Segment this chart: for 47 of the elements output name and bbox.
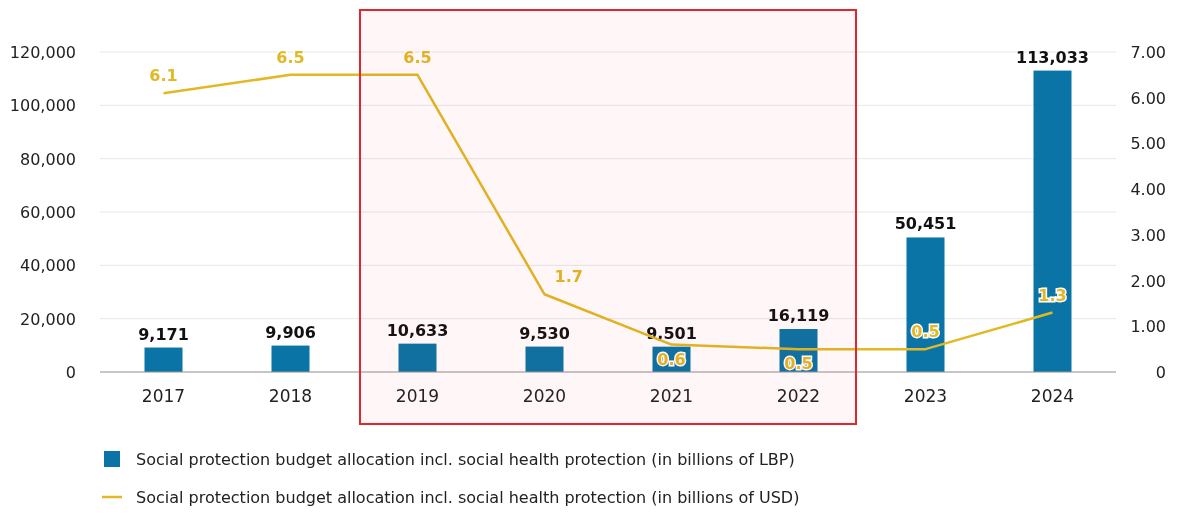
data-label: 9,530 <box>519 323 570 343</box>
y-tick-label: 80,000 <box>20 149 76 169</box>
data-label: 16,119 <box>767 306 830 326</box>
data-label: 113,033 <box>1016 47 1089 67</box>
y2-tick-label: 6.00 <box>1130 88 1166 108</box>
data-label: 10,633 <box>386 320 449 340</box>
y-tick-label: 100,000 <box>9 96 76 116</box>
y2-tick-label: 4.00 <box>1130 180 1166 200</box>
bar <box>271 345 310 372</box>
data-label: 6.5 <box>403 47 432 67</box>
y2-tick-label: 5.00 <box>1130 134 1166 154</box>
data-label: 1.7 <box>554 267 583 287</box>
y-tick-label: 0 <box>65 363 76 382</box>
y2-tick-label: 2.00 <box>1130 271 1166 291</box>
y2-tick-label: 1.00 <box>1130 317 1166 337</box>
data-label: 1.3 <box>1038 285 1067 305</box>
data-label: 6.5 <box>276 47 305 67</box>
y2-tick-label: 7.00 <box>1130 43 1166 62</box>
bar <box>1033 70 1072 372</box>
data-label: 9,171 <box>138 324 189 344</box>
y-tick-label: 60,000 <box>20 203 76 222</box>
data-label: 9,501 <box>646 323 697 343</box>
bar <box>906 237 945 372</box>
bar <box>525 346 564 372</box>
x-tick-label: 2021 <box>649 386 694 406</box>
x-tick-label: 2024 <box>1030 386 1075 406</box>
x-tick-label: 2020 <box>522 386 567 406</box>
y-tick-label: 40,000 <box>20 256 76 276</box>
x-tick-label: 2023 <box>903 386 948 406</box>
data-label: 50,451 <box>894 214 957 234</box>
y2-tick-label: 0 <box>1155 363 1166 382</box>
data-label: 0.5 <box>911 322 940 342</box>
x-tick-label: 2018 <box>268 386 313 406</box>
x-tick-label: 2019 <box>395 386 440 406</box>
legend-label: Social protection budget allocation incl. social health protection (in billions of USD) <box>136 488 800 507</box>
bar <box>144 347 183 372</box>
x-tick-label: 2017 <box>141 386 186 406</box>
x-tick-label: 2022 <box>776 386 821 406</box>
data-label: 0.5 <box>784 354 813 374</box>
data-label: 6.1 <box>149 66 178 86</box>
legend-label: Social protection budget allocation incl. social health protection (in billions of LBP) <box>136 450 795 469</box>
y2-tick-label: 3.00 <box>1130 225 1166 245</box>
data-label: 9,906 <box>265 322 316 342</box>
bar <box>398 343 437 372</box>
y-tick-label: 20,000 <box>20 309 76 329</box>
y-tick-label: 120,000 <box>9 43 76 62</box>
data-label: 0.6 <box>657 349 686 369</box>
